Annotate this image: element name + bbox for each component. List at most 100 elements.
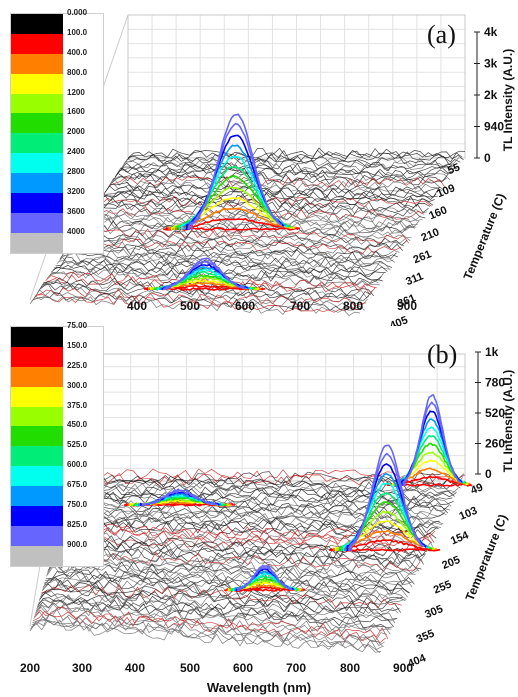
- colorbar-b-row: 150.0: [11, 341, 103, 367]
- colorbar-a-swatch: [11, 133, 63, 154]
- z-tick-label: 0: [484, 151, 491, 165]
- y-tick-label: 261: [412, 248, 434, 266]
- colorbar-a-row: 100.0: [11, 28, 103, 54]
- colorbar-b-row: 525.0: [11, 440, 103, 467]
- panel-a: 400 500 600 700 800 900 55 109 160 210 261 311 361 40…: [0, 0, 518, 326]
- noise-trace: [37, 595, 396, 624]
- colorbar-b-swatch: [11, 466, 63, 487]
- x-tick-label: 800: [343, 299, 363, 313]
- peak-1: [329, 444, 441, 552]
- colorbar-b-label: 750.0: [67, 500, 88, 510]
- noise-trace: [32, 615, 385, 646]
- noise-trace: [34, 606, 390, 632]
- colorbar-a-label: 0.000: [67, 8, 88, 17]
- x-tick-label: 800: [340, 661, 360, 675]
- noise-trace: [123, 154, 461, 166]
- peak-contour: [165, 257, 245, 290]
- y-tick-label: 311: [404, 270, 425, 288]
- colorbar-b-label: 375.0: [67, 400, 88, 410]
- noise-trace: [32, 291, 364, 311]
- colorbar-a-swatch: [11, 93, 63, 114]
- colorbar-a-row: 400.0: [11, 48, 103, 74]
- noise-trace: [59, 520, 437, 539]
- noise-trace: [48, 557, 416, 580]
- colorbar-b-swatch: [11, 327, 63, 347]
- colorbar-b-row: 750.0: [11, 500, 103, 526]
- noise-trace: [70, 234, 405, 250]
- y-tick-label: 103: [458, 505, 480, 523]
- noise-trace: [76, 224, 411, 241]
- colorbar-b-row: 375.0: [11, 401, 103, 427]
- noise-trace: [69, 235, 403, 251]
- peak-contour: [403, 393, 460, 486]
- x-tick-label: 600: [235, 299, 255, 313]
- noise-trace: [113, 169, 451, 181]
- noise-trace: [68, 491, 453, 507]
- noise-trace: [52, 545, 423, 569]
- colorbar-b-label: 300.0: [67, 380, 88, 390]
- noise-trace: [106, 180, 443, 193]
- z-axis-title: TL Intensity (A.U.): [501, 49, 515, 151]
- colorbar-b-row: 900.0: [11, 540, 103, 566]
- noise-trace: [79, 219, 414, 236]
- colorbar-a-swatch: [11, 212, 63, 233]
- colorbar-a-row: 2800: [11, 167, 103, 194]
- colorbar-b-label: 600.0: [67, 460, 88, 470]
- peak-contour: [238, 564, 292, 591]
- colorbar-a-row: 2400: [11, 147, 103, 174]
- noise-trace: [92, 200, 428, 216]
- noise-trace: [55, 534, 429, 557]
- noise-trace: [88, 207, 423, 223]
- noise-trace: [58, 251, 391, 272]
- colorbar-b-swatch: [11, 525, 63, 546]
- peak-contour: [143, 488, 217, 507]
- noise-trace: [60, 517, 439, 534]
- noise-trace: [107, 177, 444, 191]
- peak-contour: [350, 444, 424, 552]
- colorbar-a-row: 4000: [11, 227, 103, 253]
- colorbar-a-label: 1600: [67, 107, 85, 117]
- noise-trace: [117, 162, 455, 175]
- colorbar-a-row: 0.000: [11, 8, 103, 34]
- x-axis-title: Wavelength (nm): [206, 680, 312, 695]
- noise-trace: [62, 510, 443, 527]
- noise-traces: [29, 147, 466, 316]
- colorbar-b-label: 900.0: [67, 539, 88, 549]
- noise-trace: [43, 576, 406, 603]
- colorbar-a-label: 100.0: [67, 27, 88, 37]
- colorbar-a-row: 1200: [11, 88, 103, 114]
- noise-trace: [38, 282, 370, 302]
- noise-trace: [61, 516, 440, 533]
- noise-trace: [29, 295, 361, 316]
- surface-plot-a: 400 500 600 700 800 9005510916021026131136140…: [29, 14, 515, 326]
- colorbar-a-label: 800.0: [67, 67, 88, 77]
- noise-trace: [62, 246, 396, 263]
- y-tick-label: 405: [388, 314, 410, 326]
- colorbar-a-swatch: [11, 73, 63, 94]
- noise-trace: [67, 494, 452, 510]
- panel-b: 200 300 400 500 600 700 800 900 49 103 154 205 255 30…: [0, 321, 518, 697]
- colorbar-b-row: 600.0: [11, 460, 103, 487]
- noise-trace: [53, 537, 427, 562]
- noise-trace: [69, 485, 456, 499]
- peak-contour: [191, 113, 281, 230]
- y-tick-label: 109: [435, 182, 457, 200]
- noise-trace: [63, 508, 445, 523]
- x-tick-label: 600: [233, 661, 253, 675]
- colorbar-a-row: 3200: [11, 187, 103, 213]
- noise-trace: [39, 281, 371, 300]
- colorbar-legend-b: 75.00 150.0 225.0 300.0 375.0 450.0 525.0 600.0…: [10, 321, 104, 567]
- noise-trace: [59, 523, 436, 542]
- noise-trace: [110, 173, 447, 186]
- x-tick-label: 900: [397, 299, 417, 313]
- colorbar-a-label: 2400: [67, 147, 85, 157]
- noise-trace: [29, 620, 381, 654]
- colorbar-b-swatch: [11, 386, 63, 407]
- peak-3: [124, 488, 236, 507]
- colorbar-a-label: 2800: [67, 167, 85, 177]
- y-axis-title: Temperature (C): [461, 191, 508, 281]
- colorbar-a-swatch: [11, 53, 63, 74]
- noise-trace: [63, 244, 397, 262]
- back-wall: [127, 14, 466, 159]
